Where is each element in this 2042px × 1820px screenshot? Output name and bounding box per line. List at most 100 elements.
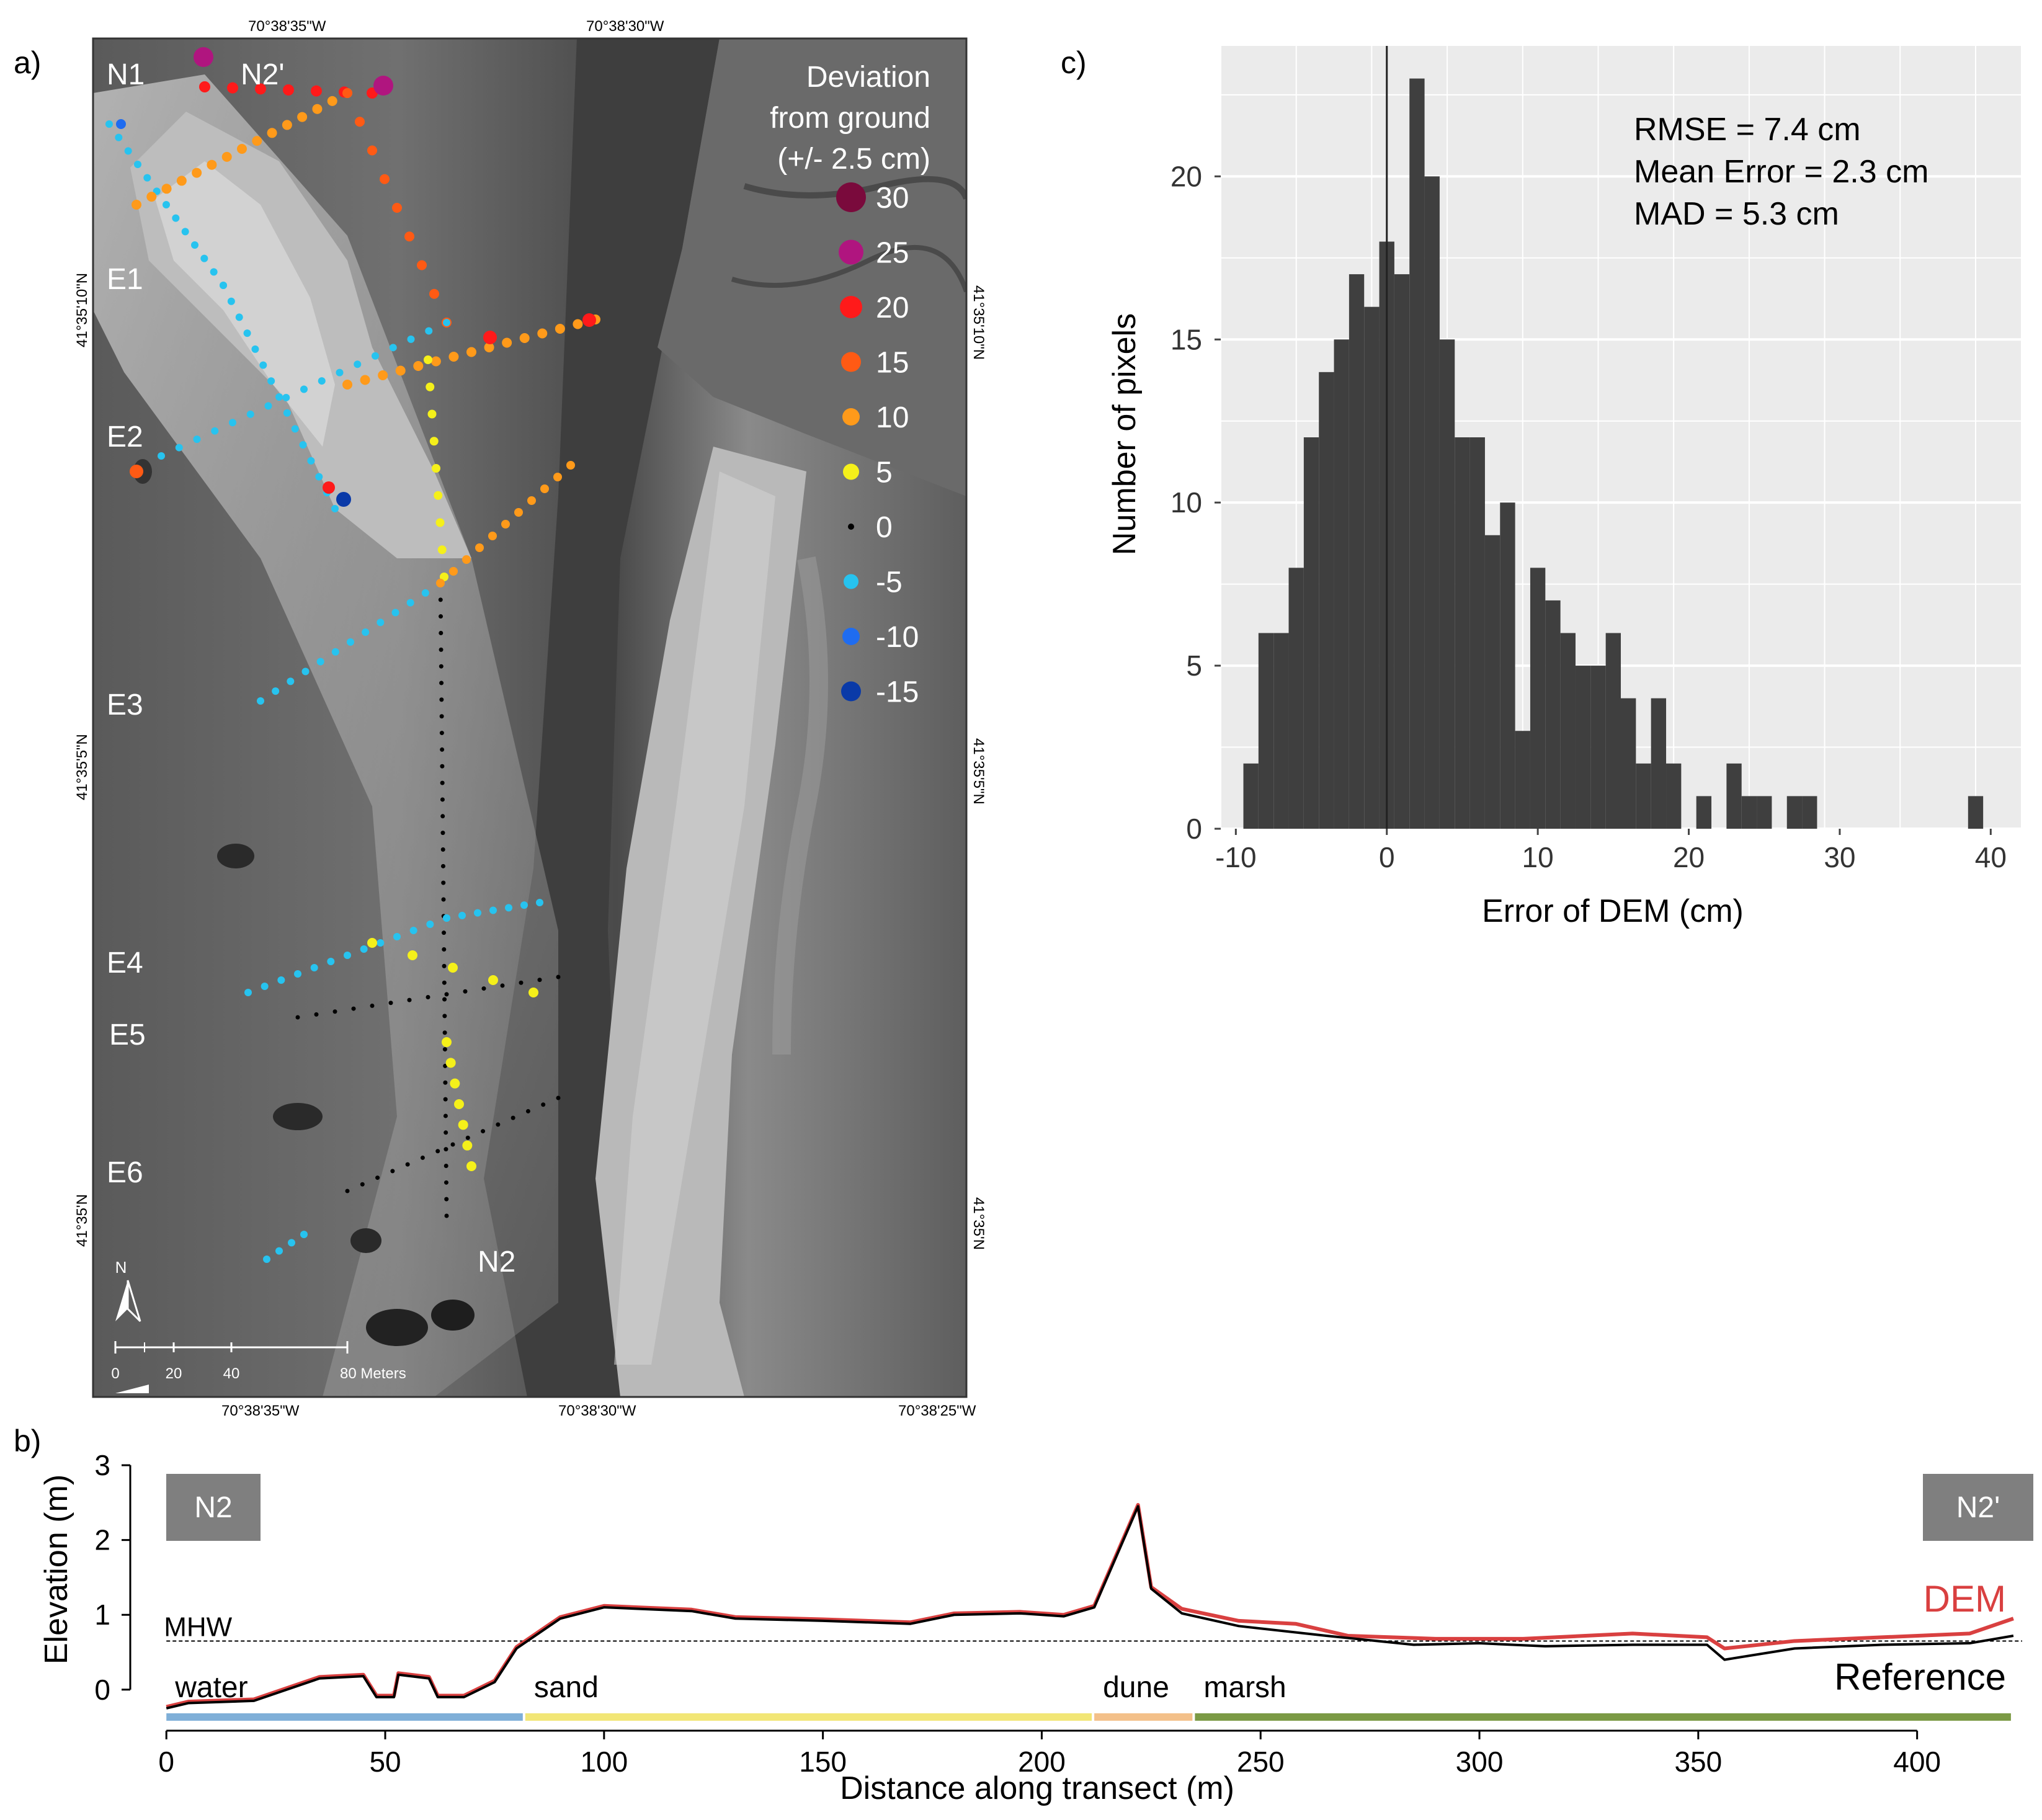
survey-point: [172, 214, 180, 222]
legend-swatch--15: [841, 681, 861, 702]
legend-swatch--10: [842, 628, 860, 645]
survey-point: [176, 176, 187, 186]
survey-point: [287, 677, 295, 685]
survey-point: [444, 1163, 448, 1168]
survey-point: [442, 1030, 447, 1035]
survey-point: [440, 814, 445, 819]
survey-point: [297, 112, 308, 122]
survey-point: [443, 1113, 448, 1118]
survey-point: [300, 385, 308, 393]
survey-point: [307, 457, 315, 465]
survey-point: [227, 82, 238, 94]
mhw-label: MHW: [164, 1612, 232, 1642]
legend-label-15: 15: [876, 347, 909, 380]
transect-label-n2: N2: [478, 1246, 515, 1278]
histogram-bar: [1364, 306, 1380, 829]
survey-point: [454, 1099, 464, 1109]
survey-point: [351, 1006, 356, 1011]
surface-zones: water sand dune marsh: [166, 1671, 2011, 1721]
endpoint-box-right: N2': [1923, 1474, 2033, 1541]
survey-point: [444, 1213, 449, 1218]
survey-point: [541, 1102, 546, 1107]
legend-label-25: 25: [876, 237, 909, 270]
histogram-bar: [1741, 796, 1757, 829]
survey-point: [146, 192, 157, 202]
histogram-y-tick: 15: [1170, 323, 1202, 355]
histogram-bar: [1439, 339, 1455, 829]
survey-point: [331, 648, 339, 656]
histogram-x-tick: 10: [1522, 841, 1554, 873]
survey-point: [267, 377, 275, 385]
survey-point: [344, 952, 351, 959]
survey-point: [221, 151, 232, 162]
survey-point: [449, 567, 458, 576]
north-arrow-icon: N: [115, 1258, 141, 1323]
survey-point: [445, 1058, 456, 1068]
survey-point: [406, 599, 414, 607]
legend-label-10: 10: [876, 401, 909, 434]
legend-swatch-15: [841, 352, 861, 372]
legend-label-30: 30: [876, 182, 909, 215]
profile-lines: [166, 1502, 2014, 1710]
histogram-y-tick: 10: [1170, 486, 1202, 519]
survey-point: [360, 1182, 365, 1187]
survey-point: [439, 680, 444, 685]
survey-point: [439, 731, 444, 736]
survey-point: [300, 1231, 308, 1238]
map-panel: a): [14, 18, 987, 1419]
survey-point: [442, 980, 447, 985]
survey-point: [267, 128, 277, 138]
profile-axes: 0 1 2 3 0 50 100 150 200 250 300 350 400: [94, 1449, 1941, 1778]
survey-point: [246, 410, 254, 418]
survey-point: [427, 409, 437, 419]
survey-point: [115, 133, 123, 141]
survey-point: [405, 1162, 410, 1167]
histogram-bar: [1726, 763, 1742, 829]
survey-point: [458, 911, 466, 919]
survey-point: [380, 174, 390, 184]
survey-point: [378, 370, 388, 380]
survey-point: [444, 1197, 449, 1202]
survey-point: [132, 200, 141, 210]
survey-point: [275, 1247, 283, 1255]
histogram-bar: [1288, 568, 1304, 829]
survey-point: [199, 81, 210, 92]
survey-point: [439, 697, 444, 702]
survey-point: [537, 328, 548, 339]
survey-point: [229, 419, 236, 427]
survey-point: [474, 909, 481, 917]
survey-point: [444, 1130, 448, 1135]
coord-right-top: 41°35'10"N: [970, 285, 987, 360]
survey-point: [235, 313, 243, 321]
survey-point: [443, 319, 450, 326]
histogram-stat-mad: MAD = 5.3 cm: [1634, 196, 1839, 232]
survey-point: [252, 136, 262, 146]
survey-point: [161, 184, 172, 194]
survey-point: [272, 687, 280, 695]
survey-point: [388, 1001, 393, 1006]
survey-point: [342, 88, 352, 98]
survey-point: [327, 96, 337, 106]
profile-x-tick: 150: [799, 1746, 847, 1778]
survey-point: [316, 658, 324, 666]
coord-left-top: 41°35'10"N: [74, 273, 91, 347]
histogram-bar: [1500, 502, 1515, 829]
transect-label-e5: E5: [109, 1019, 146, 1051]
survey-point: [489, 906, 497, 914]
survey-point: [442, 930, 447, 935]
histogram-bar: [1545, 600, 1561, 829]
survey-point: [288, 1239, 295, 1247]
histogram-bar: [1349, 274, 1365, 829]
survey-point: [443, 1080, 448, 1085]
survey-point: [191, 241, 198, 249]
survey-point: [312, 104, 323, 114]
histogram-x-tick: 20: [1673, 841, 1705, 873]
histogram-bar: [1455, 437, 1470, 829]
survey-point: [465, 1135, 470, 1140]
survey-point: [299, 441, 307, 449]
profile-y-tick: 2: [94, 1524, 110, 1556]
survey-point: [514, 508, 523, 517]
histogram-bar: [1666, 763, 1682, 829]
survey-point: [413, 361, 424, 371]
legend-label-0: 0: [876, 511, 893, 544]
